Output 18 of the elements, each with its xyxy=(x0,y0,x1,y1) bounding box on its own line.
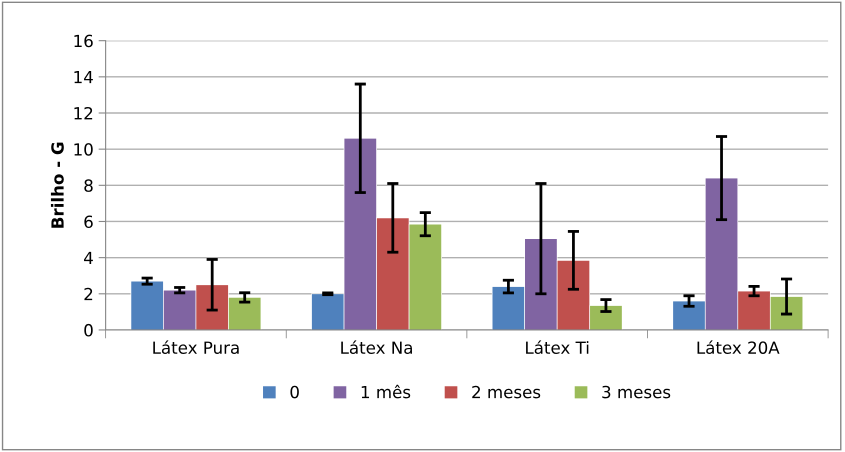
legend-label: 1 mês xyxy=(362,384,410,398)
x-tick-label: Látex 20A xyxy=(698,340,780,354)
y-tick-label: 16 xyxy=(74,34,93,48)
legend-label: 2 meses xyxy=(472,386,540,398)
y-tick-label: 6 xyxy=(84,215,93,228)
legend-label: 0 xyxy=(290,386,299,398)
y-tick-label: 10 xyxy=(74,143,93,156)
x-tick-label: Látex Na xyxy=(341,340,412,354)
y-tick-label: 4 xyxy=(84,252,93,264)
y-axis-title: Brilho - G xyxy=(50,142,64,228)
y-tick-label: 14 xyxy=(74,71,93,84)
y-tick-label: 8 xyxy=(84,179,93,192)
legend-label: 3 meses xyxy=(602,386,670,398)
y-tick-label: 12 xyxy=(74,106,92,120)
x-tick-label: Látex Pura xyxy=(153,340,239,354)
x-tick-label: Látex Ti xyxy=(526,340,588,354)
y-tick-label: 0 xyxy=(84,324,93,337)
y-tick-label: 2 xyxy=(84,288,92,300)
